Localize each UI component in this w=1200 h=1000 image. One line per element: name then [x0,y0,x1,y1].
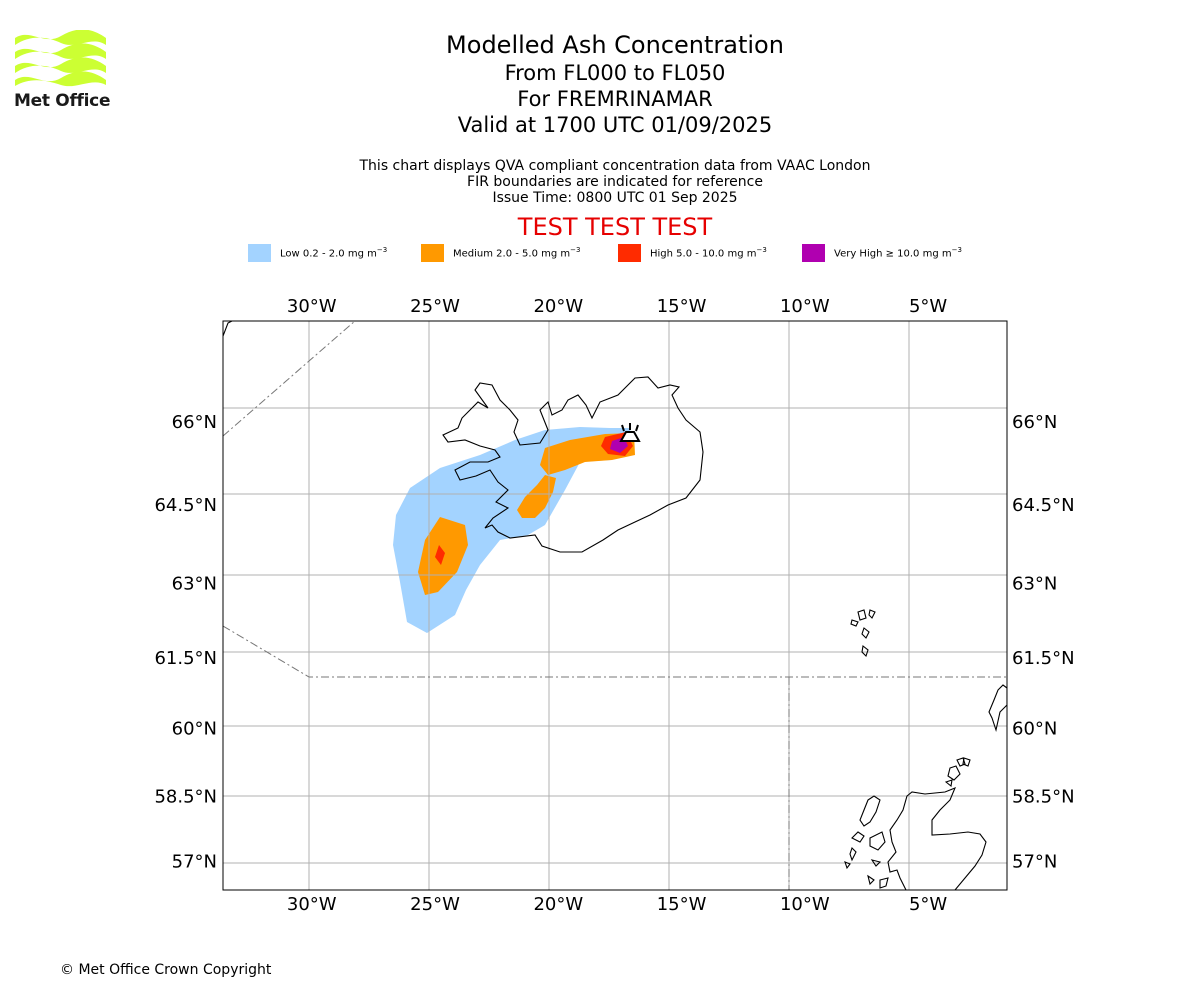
coastline-iceland [442,376,704,553]
lon-tick-label-top: 5°W [909,296,947,317]
gridlines [223,321,1007,890]
lat-tick-label-left: 58.5°N [154,787,217,808]
legend-swatch-medium [421,244,444,262]
chart-titles: Modelled Ash Concentration From FL000 to… [315,30,915,138]
legend-item-very-high: Very High ≥ 10.0 mg m−3 [802,244,962,262]
lat-tick-label-right: 60°N [1012,719,1057,740]
legend-swatch-very-high [802,244,825,262]
legend-unit-exponent: −3 [570,246,581,255]
lat-tick-label-right: 57°N [1012,852,1057,873]
subtitle-line-3: Issue Time: 0800 UTC 01 Sep 2025 [492,190,738,206]
axis-ticks: 30°W 30°W 25°W 25°W 20°W 20°W 15°W 15°W 10°W 10°W… [154,296,1074,915]
lat-tick-label-right: 61.5°N [1012,648,1075,669]
lon-tick-label-bottom: 20°W [533,894,583,915]
test-banner: TEST TEST TEST [517,213,713,241]
map-frame [222,320,1008,891]
coastlines [223,321,1007,890]
met-office-logo [15,30,106,87]
lon-tick-label-top: 20°W [533,296,583,317]
legend: Low 0.2 - 2.0 mg m−3 Medium 2.0 - 5.0 mg… [0,244,1200,264]
volcano-name: For FREMRINAMAR [517,87,713,111]
legend-swatch-low [248,244,271,262]
legend-item-low: Low 0.2 - 2.0 mg m−3 [248,244,387,262]
copyright: © Met Office Crown Copyright [60,962,272,978]
lat-tick-label-left: 64.5°N [154,495,217,516]
legend-item-high: High 5.0 - 10.0 mg m−3 [618,244,767,262]
lon-tick-label-bottom: 25°W [410,894,460,915]
volcano-icon [619,423,641,442]
flight-level-range: From FL000 to FL050 [504,61,726,85]
lon-tick-label-top: 10°W [780,296,830,317]
lat-tick-label-right: 64.5°N [1012,495,1075,516]
legend-label-medium: Medium 2.0 - 5.0 mg m [453,248,571,260]
ash-high-region-southwest [435,545,445,565]
legend-swatch-high [618,244,641,262]
legend-label-high: High 5.0 - 10.0 mg m [650,248,757,260]
valid-time: Valid at 1700 UTC 01/09/2025 [457,113,773,137]
lat-tick-label-left: 61.5°N [154,648,217,669]
lon-tick-label-top: 25°W [410,296,460,317]
legend-item-medium: Medium 2.0 - 5.0 mg m−3 [421,244,580,262]
coastline-scotland [887,787,987,890]
ash-low-region [393,427,633,633]
subtitle-line-1: This chart displays QVA compliant concen… [359,158,871,174]
lat-tick-label-left: 57°N [172,852,217,873]
legend-label-very-high: Very High ≥ 10.0 mg m [834,248,952,260]
lon-tick-label-bottom: 10°W [780,894,830,915]
chart-subtitle: This chart displays QVA compliant concen… [315,158,915,206]
lat-tick-label-right: 66°N [1012,412,1057,433]
lat-tick-label-right: 63°N [1012,573,1057,594]
lon-tick-label-bottom: 15°W [657,894,707,915]
lat-tick-label-left: 60°N [172,719,217,740]
met-office-logo-text: Met Office [14,91,111,111]
legend-label-low: Low 0.2 - 2.0 mg m [280,248,377,260]
subtitle-line-2: FIR boundaries are indicated for referen… [467,174,763,190]
lon-tick-label-top: 30°W [287,296,337,317]
lat-tick-label-left: 66°N [172,412,217,433]
legend-unit-exponent: −3 [376,246,388,255]
fir-boundaries [223,321,1007,890]
lon-tick-label-top: 15°W [657,296,707,317]
ash-medium-region-central [517,475,556,518]
lon-tick-label-bottom: 30°W [287,894,337,915]
lat-tick-label-left: 63°N [172,573,217,594]
map-area [223,321,1007,890]
lat-tick-label-right: 58.5°N [1012,787,1075,808]
chart-title: Modelled Ash Concentration [446,31,784,59]
legend-unit-exponent: −3 [756,246,767,255]
lon-tick-label-bottom: 5°W [909,894,947,915]
legend-unit-exponent: −3 [951,246,962,255]
